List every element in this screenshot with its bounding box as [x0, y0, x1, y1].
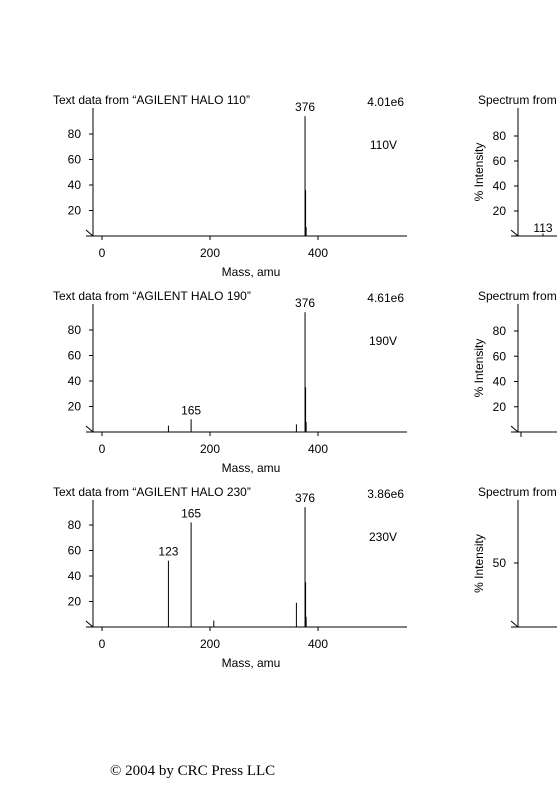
total-intensity: 4.01e6 [367, 95, 404, 109]
copyright-notice: © 2004 by CRC Press LLC [110, 763, 276, 779]
peak-label: 113 [533, 221, 552, 235]
x-tick-label: 200 [200, 246, 220, 260]
axis-break-mark [510, 425, 520, 433]
y-tick-label: 80 [68, 127, 82, 141]
x-tick-label: 200 [200, 637, 220, 651]
voltage-label: 110V [370, 138, 397, 152]
y-tick-label: 80 [68, 323, 82, 337]
panel-title: Spectrum from [478, 93, 557, 107]
axis-break-mark [510, 620, 520, 628]
y-tick-label: 40 [68, 178, 82, 192]
y-axis-label: % Intensity [472, 534, 486, 593]
x-axis-label: Mass, amu [222, 461, 281, 475]
y-tick-label: 80 [493, 129, 507, 143]
axis-break-mark [510, 229, 520, 237]
y-tick-label: 60 [68, 544, 82, 558]
x-tick-label: 200 [200, 442, 220, 456]
panel-title: Spectrum from [478, 485, 557, 499]
x-tick-label: 0 [99, 637, 106, 651]
y-tick-label: 40 [68, 374, 82, 388]
x-tick-label: 400 [308, 442, 328, 456]
spectrum-panel-cropped: Spectrum from 20 40 60 80 % Intensity [472, 289, 557, 437]
spectrum-panel: Text data from “AGILENT HALO 190” 4.61e6 1… [53, 289, 407, 475]
y-tick-label: 20 [68, 204, 82, 218]
y-tick-label: 40 [493, 179, 507, 193]
spectrum-panel: Text data from “AGILENT HALO 230” 3.86e6 2… [53, 485, 407, 670]
peak-label: 165 [181, 403, 201, 417]
y-tick-label: 60 [493, 154, 507, 168]
x-axis-label: Mass, amu [222, 265, 281, 279]
y-tick-label: 60 [493, 349, 507, 363]
x-tick-label: 400 [308, 637, 328, 651]
voltage-label: 190V [369, 334, 397, 348]
x-tick-label: 0 [99, 246, 106, 260]
total-intensity: 3.86e6 [367, 487, 404, 501]
peak-label: 376 [295, 296, 315, 310]
panel-title: Spectrum from [478, 289, 557, 303]
y-tick-label: 40 [68, 569, 82, 583]
x-tick-label: 0 [99, 442, 106, 456]
y-tick-label: 20 [493, 204, 507, 218]
spectrum-panel-cropped: Spectrum from 50 % Intensity [472, 485, 557, 628]
peak-label: 376 [295, 100, 315, 114]
y-tick-label: 80 [493, 324, 507, 338]
y-tick-label: 20 [68, 595, 82, 609]
spectrum-panel: Text data from “AGILENT HALO 110” 4.01e6 1… [53, 93, 407, 279]
y-axis-label: % Intensity [472, 339, 486, 398]
panel-title: Text data from “AGILENT HALO 190” [53, 289, 251, 303]
y-tick-label: 20 [493, 400, 507, 414]
y-tick-label: 60 [68, 349, 82, 363]
y-tick-label: 50 [493, 556, 507, 570]
y-axis-label: % Intensity [472, 143, 486, 202]
axis-break-mark [85, 620, 95, 628]
spectrum-panel-cropped: Spectrum from 20 40 60 80 % Intensity 113 [472, 93, 557, 237]
total-intensity: 4.61e6 [367, 291, 404, 305]
axis-break-mark [85, 425, 95, 433]
peak-label: 376 [295, 491, 315, 505]
y-tick-label: 60 [68, 153, 82, 167]
x-tick-label: 400 [308, 246, 328, 260]
voltage-label: 230V [369, 530, 397, 544]
x-axis-label: Mass, amu [222, 656, 281, 670]
y-tick-label: 80 [68, 518, 82, 532]
y-tick-label: 20 [68, 400, 82, 414]
panel-title: Text data from “AGILENT HALO 110” [53, 93, 250, 107]
peak-label: 165 [181, 506, 201, 520]
axis-break-mark [85, 229, 95, 237]
panel-title: Text data from “AGILENT HALO 230” [53, 485, 251, 499]
y-tick-label: 40 [493, 375, 507, 389]
peak-label: 123 [158, 545, 178, 559]
